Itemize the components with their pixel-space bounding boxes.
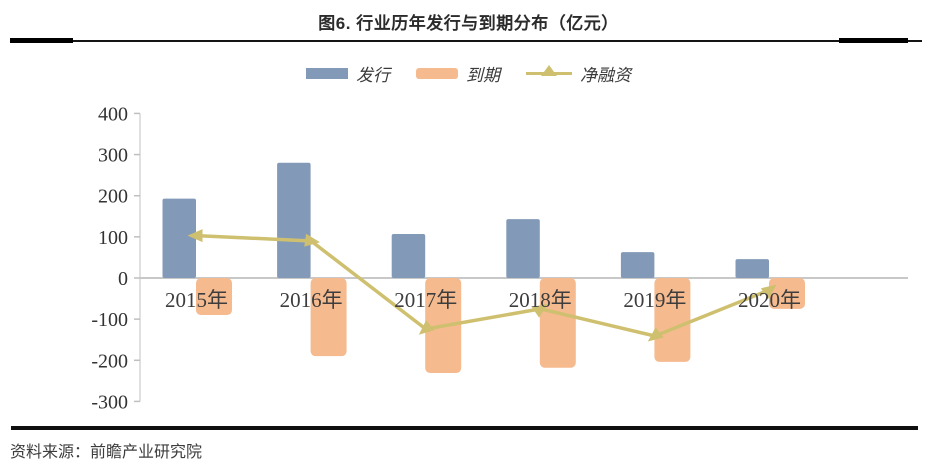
maturity-bar	[769, 278, 805, 309]
legend-label-net-financing: 净融资	[580, 65, 631, 85]
net-financing-marker	[418, 320, 435, 335]
net-financing-marker	[531, 303, 548, 318]
net-financing-marker	[647, 327, 664, 342]
x-category-label: 2019年	[623, 288, 686, 312]
x-category-label: 2017年	[394, 288, 457, 312]
bottom-divider	[11, 426, 918, 430]
legend-label-issuance: 发行	[356, 65, 390, 85]
top-divider	[10, 40, 922, 42]
issuance-bar	[735, 259, 769, 278]
maturity-bar	[539, 278, 576, 368]
y-tick-label: 300	[98, 145, 128, 167]
maturity-bar	[310, 278, 347, 357]
y-tick-label: 200	[98, 186, 128, 208]
x-category-label: 2020年	[738, 288, 801, 312]
y-tick-label: -100	[91, 309, 128, 331]
legend-label-maturity: 到期	[466, 65, 500, 85]
x-category-label: 2016年	[280, 288, 343, 312]
issuance-bar	[620, 252, 655, 278]
figure-title: 图6. 行业历年发行与到期分布（亿元）	[318, 14, 619, 33]
legend-item-issuance: 发行	[306, 61, 390, 86]
x-category-label: 2018年	[509, 288, 572, 312]
issuance-bar	[277, 162, 311, 278]
chart-canvas: 400 300 200 100 0 -100 -200 -300 2015年 2016年 2017年…	[91, 103, 908, 413]
y-tick-label: -200	[91, 350, 128, 372]
legend-item-net-financing: 净融资	[526, 61, 631, 86]
maturity-bar	[654, 278, 691, 362]
triangle-marker-icon	[541, 65, 557, 76]
y-tick-label: 400	[98, 103, 128, 125]
net-financing-swatch	[526, 65, 572, 80]
net-financing-marker	[304, 233, 321, 247]
y-tick-label: 0	[118, 268, 128, 290]
y-tick-label: -300	[91, 391, 128, 413]
maturity-swatch	[416, 67, 458, 79]
legend-item-maturity: 到期	[416, 61, 500, 86]
issuance-bar	[162, 198, 196, 278]
net-financing-marker	[187, 229, 203, 243]
maturity-bar	[196, 278, 232, 316]
net-financing-marker	[760, 284, 777, 299]
top-divider-right-accent	[839, 38, 908, 43]
source-note: 资料来源：前瞻产业研究院	[10, 444, 203, 461]
chart-legend: 发行 到期 净融资	[0, 60, 937, 86]
issuance-bar	[391, 233, 426, 278]
top-divider-left-accent	[10, 38, 73, 43]
issuance-bar	[506, 219, 540, 278]
issuance-swatch	[306, 67, 348, 79]
x-category-label: 2015年	[165, 288, 228, 312]
net-financing-line	[196, 233, 771, 338]
y-tick-label: 100	[98, 227, 128, 249]
